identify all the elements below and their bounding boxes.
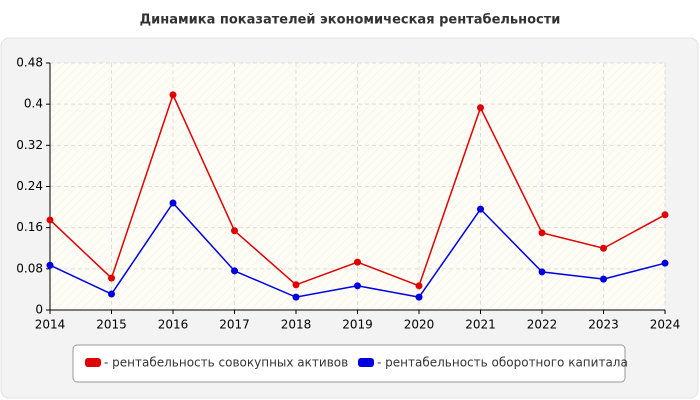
x-tick-label: 2014 [35, 318, 66, 332]
y-tick-label: 0.08 [16, 261, 43, 275]
x-tick-label: 2019 [342, 318, 373, 332]
x-tick-label: 2020 [404, 318, 435, 332]
point [415, 282, 423, 290]
point [169, 91, 177, 99]
legend-label: - рентабельность оборотного капитала [377, 356, 628, 370]
point [477, 104, 484, 112]
point [108, 274, 115, 282]
x-tick-label: 2023 [588, 318, 619, 332]
point [661, 211, 669, 219]
point [600, 244, 607, 252]
x-tick-label: 2018 [281, 318, 312, 332]
x-tick-label: 2016 [158, 318, 189, 332]
point [538, 268, 546, 276]
legend-swatch [358, 358, 374, 367]
point [231, 267, 238, 275]
point [108, 290, 115, 298]
y-tick-label: 0.4 [24, 97, 43, 111]
point [661, 259, 669, 267]
x-tick-label: 2022 [527, 318, 558, 332]
y-tick-label: 0.48 [16, 56, 43, 70]
y-tick-label: 0 [35, 303, 43, 317]
legend-label: - рентабельность совокупных активов [104, 356, 348, 370]
point [292, 281, 300, 289]
legend [72, 344, 626, 383]
x-tick-label: 2024 [650, 318, 681, 332]
y-tick-label: 0.16 [16, 220, 43, 234]
point [46, 216, 54, 224]
point [169, 199, 177, 207]
point [354, 282, 361, 290]
x-tick-label: 2015 [96, 318, 127, 332]
point [292, 293, 300, 301]
point [354, 258, 361, 266]
legend-swatch [85, 358, 101, 367]
point [46, 261, 54, 269]
chart-title: Динамика показателей экономическая рента… [140, 13, 561, 28]
y-tick-label: 0.32 [16, 138, 43, 152]
point [600, 275, 607, 283]
point [477, 205, 484, 213]
y-tick-label: 0.24 [16, 179, 43, 193]
point [415, 293, 423, 301]
x-tick-label: 2017 [219, 318, 250, 332]
point [538, 229, 546, 237]
x-tick-label: 2021 [465, 318, 496, 332]
point [231, 227, 238, 235]
